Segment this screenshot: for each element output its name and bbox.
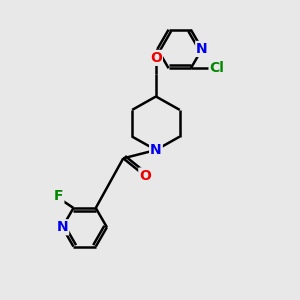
Text: N: N	[150, 143, 162, 157]
Text: O: O	[139, 169, 151, 183]
Text: Cl: Cl	[210, 61, 224, 75]
Text: N: N	[56, 220, 68, 234]
Text: F: F	[54, 189, 63, 203]
Text: N: N	[196, 42, 208, 56]
Text: O: O	[150, 51, 162, 65]
